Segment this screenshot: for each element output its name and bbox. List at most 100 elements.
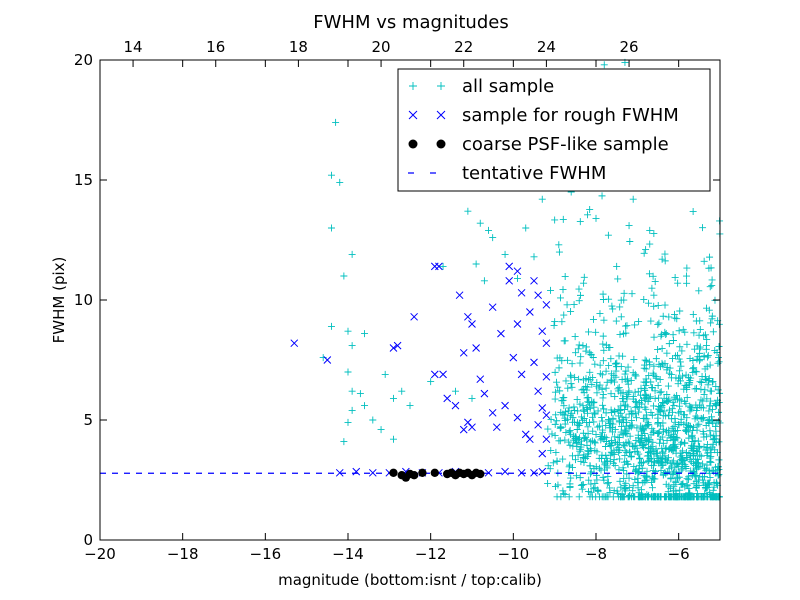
cloud-point [614,275,622,283]
cloud-point [641,414,649,422]
all-sample-point [361,402,369,410]
cloud-point [626,449,634,457]
cloud-point [577,482,585,490]
cloud-point [567,474,575,482]
cloud-point [625,474,633,482]
cloud-point [575,341,583,349]
cloud-point [594,487,602,495]
rough-fwhm-point [439,370,447,379]
cloud-point [715,408,723,416]
cloud-point [559,455,567,463]
all-sample-point [439,262,447,270]
cloud-point [656,493,664,501]
cloud-point [551,216,559,224]
cloud-point [658,345,666,353]
cloud-point [620,467,628,475]
cloud-point [705,407,713,415]
rough-fwhm-point [451,401,460,410]
cloud-point [670,401,678,409]
cloud-point [582,343,590,351]
cloud-point [708,413,716,421]
cloud-point [689,426,697,434]
cloud-point [623,457,631,465]
cloud-point [706,445,714,453]
cloud-point [696,462,704,470]
cloud-point [624,380,632,388]
cloud-point [661,257,669,265]
rough-fwhm-point [534,291,542,300]
cloud-point [548,430,556,438]
cloud-point [708,466,716,474]
cloud-point [591,480,599,488]
cloud-point [585,476,593,484]
cloud-point [698,373,706,381]
cloud-point [651,278,659,286]
cloud-point [584,211,592,219]
cloud-point [602,384,610,392]
cloud-point [648,484,656,492]
cloud-point [549,459,557,467]
cloud-point [561,411,569,419]
cloud-point [560,490,568,498]
cloud-point [629,482,637,490]
cloud-point [706,253,714,261]
cloud-point [609,414,617,422]
cloud-point [650,302,658,310]
cloud-point [697,396,705,404]
rough-fwhm-point [505,262,514,271]
cloud-point [551,395,559,403]
cloud-point [551,482,559,490]
cloud-point [631,388,639,396]
cloud-point [631,442,639,450]
cloud-point [655,405,663,413]
cloud-point [602,437,610,445]
cloud-point [614,433,622,441]
cloud-point [586,462,594,470]
cloud-point [707,387,715,395]
cloud-point [683,340,691,348]
cloud-point [584,423,592,431]
rough-fwhm-point [542,339,551,348]
cloud-point [565,493,573,501]
cloud-point [662,331,670,339]
cloud-point [641,356,649,364]
rough-fwhm-point [501,401,509,410]
cloud-point [695,420,703,428]
cloud-point [704,416,712,424]
cloud-point [702,331,710,339]
cloud-point [627,423,635,431]
cloud-point [612,367,620,375]
cloud-point [621,370,629,378]
cloud-point [654,382,662,390]
cloud-point [654,430,662,438]
cloud-point [680,411,688,419]
cloud-point [710,432,718,440]
all-sample-point [327,224,335,232]
cloud-point [597,436,605,444]
cloud-point [654,420,662,428]
cloud-point [650,450,658,458]
rough-fwhm-point [352,467,361,476]
cloud-point [580,407,588,415]
cloud-point [555,364,563,372]
cloud-point [648,383,656,391]
cloud-point [619,395,627,403]
cloud-point [555,437,563,445]
cloud-point [653,452,661,460]
cloud-point [662,480,670,488]
cloud-point [574,407,582,415]
cloud-point [692,406,700,414]
cloud-point [671,273,679,281]
rough-fwhm-point [443,394,452,403]
cloud-point [604,473,612,481]
cloud-point [647,493,655,501]
cloud-point [675,327,683,335]
rough-fwhm-point [389,344,398,352]
cloud-point [620,296,628,304]
cloud-point [703,304,711,312]
cloud-point [610,447,618,455]
cloud-point [637,384,645,392]
cloud-point [633,403,641,411]
cloud-point [689,460,697,468]
